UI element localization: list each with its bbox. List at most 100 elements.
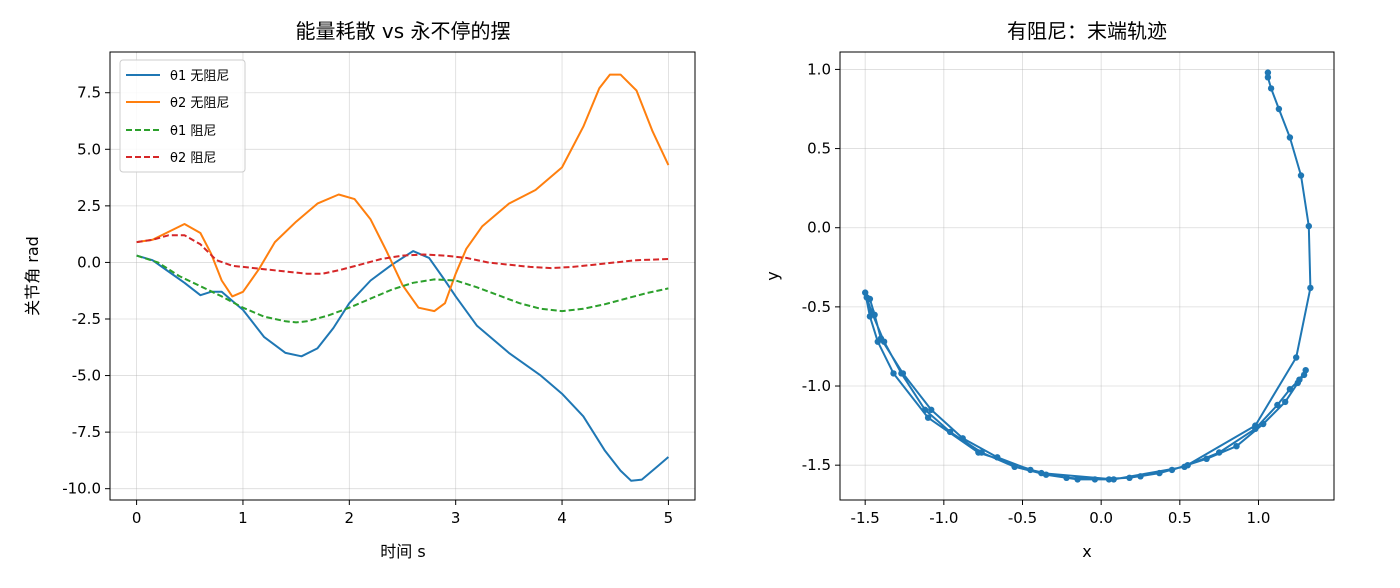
data-point [1184,462,1191,469]
series-line-1 [136,73,670,313]
chart-left: 能量耗散 vs 永不停的摆 0 1 2 3 4 5 -10.0 -7.5 -5.0 -2.5 0.… [23,19,696,561]
data-point [1275,105,1283,113]
chart-left-yticks: -10.0 -7.5 -5.0 -2.5 0.0 2.5 5.0 7.5 [62,84,110,498]
data-point [1137,473,1144,480]
x-tick-label: 0.0 [1089,509,1113,527]
y-tick-label: 2.5 [77,197,101,215]
series-line-2 [136,254,669,324]
chart-left-series [136,73,670,482]
chart-right-frame [839,51,1335,501]
data-point [924,414,932,421]
y-tick-label: 5.0 [77,140,101,158]
data-point [1110,476,1117,483]
legend-box [119,59,246,173]
data-point [959,435,966,442]
chart-left-xticks: 0 1 2 3 4 5 [132,500,673,527]
x-tick-label: -0.5 [1008,509,1037,527]
x-tick-label: -1.5 [851,509,880,527]
y-tick-label: -1.0 [802,377,831,395]
legend-label-theta2-damped: θ2 阻尼 [170,151,216,166]
data-point [863,294,870,301]
data-point [1203,455,1210,462]
data-point [946,428,954,436]
chart-right: 有阻尼：末端轨迹 -1.5 -1.0 -0.5 0.0 0.5 1.0 -1.5-1.0-… [763,19,1335,561]
legend-label-theta1-damped: θ1 阻尼 [170,124,216,139]
data-point [1126,474,1133,481]
x-tick-label: 0.5 [1168,509,1192,527]
chart-right-ylabel: y [763,271,782,280]
data-point [978,449,985,456]
x-tick-label: 3 [451,509,461,527]
y-tick-label: 0.0 [77,253,101,271]
chart-left-ylabel: 关节角 rad [23,236,42,316]
y-tick-label: 7.5 [77,84,101,102]
chart-left-frame [109,51,696,501]
y-tick-label: -0.5 [802,298,831,316]
data-point [1297,172,1305,179]
legend-label-theta2-undamped: θ2 无阻尼 [170,96,229,111]
y-tick-label: 0.0 [807,219,831,237]
chart-left-title: 能量耗散 vs 永不停的摆 [296,19,511,43]
data-point [1286,386,1294,393]
y-tick-label: -5.0 [72,367,101,385]
data-point [1305,222,1313,230]
y-tick-label: -2.5 [72,310,101,328]
data-point [1091,476,1099,483]
data-point [1252,425,1259,432]
data-point [880,338,888,345]
data-point [1105,476,1113,483]
x-tick-label: 5 [664,509,674,527]
data-point [1282,398,1289,406]
x-tick-label: 2 [345,509,355,527]
data-point [868,308,875,315]
legend-item-theta1-damped: θ1 阻尼 [126,124,216,139]
chart-left-legend: θ1 无阻尼 θ2 无阻尼 θ1 阻尼 θ2 阻尼 [119,59,246,173]
y-tick-label: -7.5 [72,423,101,441]
legend-item-theta2-damped: θ2 阻尼 [126,151,216,166]
chart-left-xlabel: 时间 s [380,542,425,561]
data-point [1286,134,1294,141]
data-point [1063,474,1070,481]
data-point [1267,85,1275,92]
data-point [1168,466,1176,474]
data-point [928,406,935,413]
x-tick-label: 1.0 [1247,509,1271,527]
data-point [1294,379,1302,387]
data-point [1156,469,1163,477]
x-tick-label: -1.0 [929,509,958,527]
data-point [898,370,905,377]
x-tick-label: 1 [238,509,248,527]
x-tick-label: 0 [132,509,142,527]
legend-item-theta1-undamped: θ1 无阻尼 [126,69,229,84]
x-tick-label: 4 [557,509,567,527]
data-point [890,370,897,377]
data-point [1011,463,1018,470]
data-point [921,406,929,413]
y-tick-label: -10.0 [62,480,101,498]
chart-right-xlabel: x [1082,542,1091,561]
legend-label-theta1-undamped: θ1 无阻尼 [170,69,229,84]
data-point [1264,74,1272,81]
chart-right-yticks: -1.5 -1.0 -0.5 0.0 0.5 1.0 [802,60,840,474]
y-tick-label: -1.5 [802,456,831,474]
data-point [1027,466,1034,474]
chart-right-title: 有阻尼：末端轨迹 [1007,19,1167,43]
legend-item-theta2-undamped: θ2 无阻尼 [126,96,229,111]
series-line-3 [136,234,669,275]
data-point [1293,354,1300,361]
data-point [1074,476,1081,483]
chart-right-series [862,69,1314,483]
data-point [1307,284,1314,292]
data-point [862,289,869,296]
data-point [1216,449,1223,456]
data-point [1274,401,1281,409]
data-point [1300,371,1308,379]
y-tick-label: 1.0 [807,60,831,78]
data-point [994,454,1001,461]
y-tick-label: 0.5 [807,140,831,158]
data-point [1042,471,1050,478]
data-point [1233,443,1240,450]
data-point [1264,69,1272,76]
chart-right-xticks: -1.5 -1.0 -0.5 0.0 0.5 1.0 [851,500,1271,527]
